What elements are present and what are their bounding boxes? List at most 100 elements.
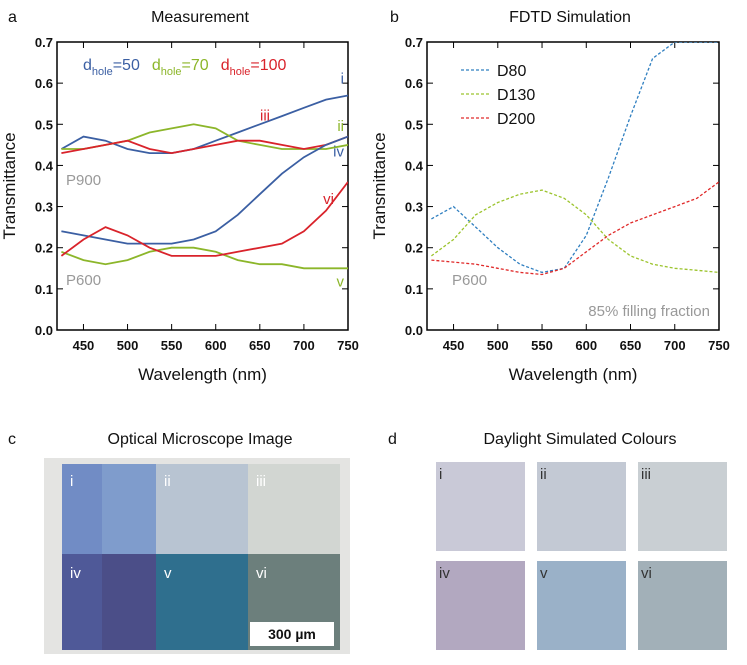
y-tick-label: 0.0: [35, 323, 53, 338]
y-tick-label: 0.5: [35, 117, 53, 132]
y-axis-title: Transmittance: [370, 132, 389, 239]
data-line: [61, 135, 348, 155]
series-label: iii: [260, 108, 270, 125]
x-tick-label: 550: [161, 338, 183, 353]
data-line: [431, 189, 719, 274]
plot-frame: [56, 41, 349, 331]
series-label: v: [337, 273, 345, 290]
legend-entry: dhole=70: [152, 57, 209, 78]
plot-area: [60, 94, 348, 270]
y-tick-label: 0.6: [405, 76, 423, 91]
legend-label: D130: [497, 87, 535, 104]
legend-text: d: [221, 57, 230, 74]
panel-label: b: [390, 9, 399, 26]
panel-label: a: [8, 9, 17, 26]
data-line: [60, 94, 348, 154]
plot-area: [431, 42, 719, 276]
annotation: 85% filling fraction: [588, 303, 710, 320]
y-tick-label: 0.0: [405, 323, 423, 338]
legend-subscript: hole: [161, 66, 182, 78]
legend-entry: dhole=50: [83, 57, 140, 78]
x-tick-label: 700: [293, 338, 315, 353]
x-tick-label: 500: [117, 338, 139, 353]
colour-swatch: [537, 561, 626, 650]
x-tick-label: 700: [664, 338, 686, 353]
y-tick-label: 0.3: [35, 200, 53, 215]
y-tick-label: 0.1: [405, 282, 423, 297]
swatch-label: ii: [540, 466, 547, 483]
legend-label: D80: [497, 63, 526, 80]
annotation: P900: [66, 172, 101, 189]
y-tick-label: 0.5: [405, 117, 423, 132]
legend-suffix: =70: [182, 57, 209, 74]
y-tick-label: 0.1: [35, 282, 53, 297]
colour-swatch: [436, 462, 525, 551]
cell-label: i: [70, 473, 73, 490]
x-tick-label: 600: [575, 338, 597, 353]
x-tick-label: 750: [337, 338, 359, 353]
y-axis-title: Transmittance: [0, 132, 19, 239]
legend-subscript: hole: [92, 66, 113, 78]
panel-label: d: [388, 431, 397, 448]
x-tick-label: 450: [443, 338, 465, 353]
series-label: vi: [323, 191, 334, 208]
swatch-label: i: [439, 466, 442, 483]
cell-label: iii: [256, 473, 266, 490]
series-label: iv: [333, 144, 344, 161]
x-tick-label: 650: [249, 338, 271, 353]
legend-suffix: =50: [113, 57, 140, 74]
series-label: i: [341, 70, 344, 87]
legend-text: d: [83, 57, 92, 74]
x-tick-label: 650: [620, 338, 642, 353]
legend-suffix: =100: [250, 57, 286, 74]
y-tick-label: 0.4: [35, 158, 54, 173]
series-label: ii: [337, 118, 344, 135]
legend-label: D200: [497, 111, 535, 128]
x-tick-label: 500: [487, 338, 509, 353]
data-line: [431, 181, 719, 276]
chart-title: Measurement: [151, 9, 249, 26]
panel-title: Daylight Simulated Colours: [484, 431, 677, 448]
cell-label: ii: [164, 473, 171, 490]
y-tick-label: 0.2: [35, 241, 53, 256]
data-line: [60, 181, 348, 257]
swatch-label: iii: [641, 466, 651, 483]
colour-swatch: [638, 561, 727, 650]
cell-label: vi: [256, 565, 267, 582]
colour-swatch: [436, 561, 525, 650]
scale-bar-label: 300 µm: [268, 626, 316, 642]
colour-swatch: [638, 462, 727, 551]
x-tick-label: 600: [205, 338, 227, 353]
data-line: [431, 42, 719, 274]
x-tick-label: 450: [73, 338, 95, 353]
data-line: [61, 135, 348, 245]
y-tick-label: 0.7: [405, 35, 423, 50]
y-tick-label: 0.3: [405, 200, 423, 215]
annotation: P600: [452, 272, 487, 289]
x-axis-title: Wavelength (nm): [509, 365, 638, 384]
y-tick-label: 0.4: [405, 158, 424, 173]
cell-label: iv: [70, 565, 81, 582]
data-line: [61, 246, 348, 270]
colour-swatch: [537, 462, 626, 551]
x-tick-label: 750: [708, 338, 730, 353]
microscope-image: [44, 458, 350, 654]
x-axis-title: Wavelength (nm): [138, 365, 267, 384]
panel-title: Optical Microscope Image: [108, 431, 293, 448]
cell-label: v: [164, 565, 172, 582]
chart-title: FDTD Simulation: [509, 9, 631, 26]
legend-subscript: hole: [230, 66, 251, 78]
y-tick-label: 0.6: [35, 76, 53, 91]
legend-text: d: [152, 57, 161, 74]
swatch-label: iv: [439, 565, 450, 582]
annotation: P600: [66, 272, 101, 289]
swatch-label: v: [540, 565, 548, 582]
panel-label: c: [8, 431, 16, 448]
y-tick-label: 0.2: [405, 241, 423, 256]
swatch-label: vi: [641, 565, 652, 582]
x-tick-label: 550: [531, 338, 553, 353]
y-tick-label: 0.7: [35, 35, 53, 50]
plot-frame: [426, 41, 720, 331]
legend-entry: dhole=100: [221, 57, 287, 78]
